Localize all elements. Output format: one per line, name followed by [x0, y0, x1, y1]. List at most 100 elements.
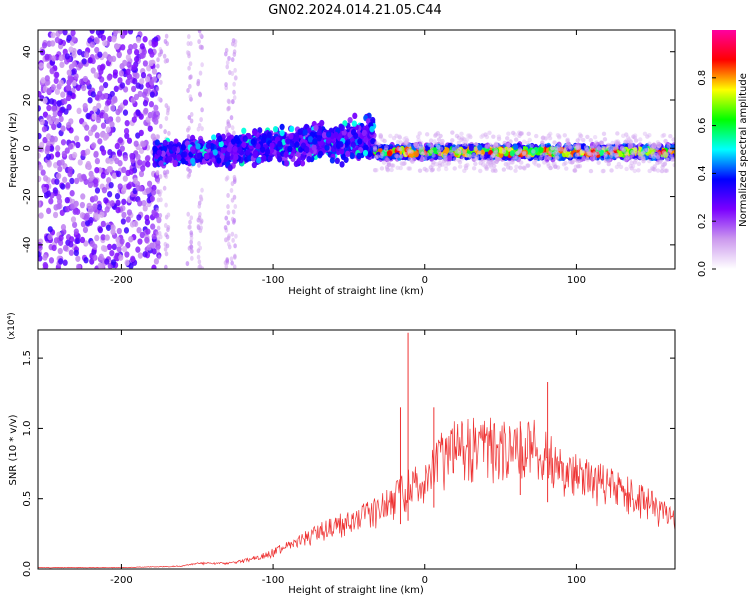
spectrogram-cell — [403, 135, 409, 141]
spectrogram-cell — [651, 154, 657, 159]
spectrogram-cell — [200, 126, 204, 132]
spectrogram-cell — [152, 145, 158, 153]
y-tick-label: 0 — [22, 145, 33, 151]
spectrogram-cell — [233, 75, 238, 81]
spectrogram-cell — [113, 30, 119, 36]
spectrogram-cell — [113, 85, 119, 93]
spectrogram-cell — [125, 242, 131, 249]
spectrogram-cell — [196, 152, 202, 160]
spectrogram-cell — [146, 65, 152, 72]
spectrogram-cell — [198, 32, 203, 38]
spectrogram-cell — [89, 41, 95, 48]
spectrogram-cell — [223, 51, 228, 57]
spectrogram-cell — [606, 142, 611, 148]
spectrogram-cell — [224, 215, 229, 221]
spectrogram-cell — [42, 97, 48, 104]
spectrogram-cell — [89, 174, 95, 181]
spectrogram-cell — [189, 41, 193, 47]
spectrogram-cell — [454, 149, 460, 154]
spectrogram-cell — [100, 122, 107, 129]
spectrogram-cell — [633, 157, 639, 163]
spectrogram-cell — [68, 46, 74, 53]
spectrogram-cell — [672, 162, 675, 168]
spectrogram-cell — [43, 192, 50, 199]
spectrogram-cell — [185, 50, 190, 56]
spectrogram-cell — [81, 84, 87, 92]
spectrogram-cell — [339, 148, 345, 155]
spectrogram-cell — [189, 118, 194, 124]
spectrogram-cell — [507, 146, 512, 151]
spectrogram-cell — [59, 209, 65, 216]
spectrogram-cell — [65, 84, 71, 91]
spectrogram-cell — [187, 125, 191, 131]
spectrogram-cell — [116, 227, 122, 235]
spectrogram-cell — [130, 255, 136, 263]
spectrogram-cell — [132, 78, 138, 85]
spectrogram-cell — [491, 134, 496, 139]
spectrogram-cell — [114, 142, 120, 150]
spectrogram-cell — [162, 139, 168, 147]
spectrogram-cell — [104, 258, 110, 265]
spectrogram-cell — [58, 54, 64, 62]
spectrogram-cell — [144, 76, 151, 83]
spectrogram-cell — [93, 37, 100, 44]
spectrogram-cell — [124, 251, 130, 258]
spectrogram-cell — [628, 156, 633, 161]
spectrogram-cell — [395, 139, 401, 145]
spectrogram-cell — [93, 178, 99, 185]
spectrogram-cell — [261, 154, 267, 162]
spectrogram-cell — [485, 161, 490, 167]
spectrogram-cell — [84, 124, 90, 131]
spectrogram-cell — [79, 236, 86, 244]
spectrogram-cell — [300, 142, 307, 149]
spectrogram-cell — [100, 172, 106, 179]
spectrogram-cell — [87, 57, 93, 64]
spectrogram-cell — [156, 57, 160, 63]
spectrogram-cell — [600, 168, 606, 174]
spectrogram-cell — [197, 215, 202, 221]
spectrogram-cell — [135, 109, 141, 117]
spectrogram-cell — [180, 144, 186, 151]
spectrogram-region — [38, 30, 162, 269]
spectrogram-cell — [187, 224, 191, 230]
spectrogram-cell — [373, 155, 379, 160]
spectrogram-cell — [199, 117, 203, 123]
spectrogram-cell — [374, 141, 379, 146]
spectrogram-cell — [226, 220, 231, 226]
spectrogram-cell — [224, 150, 230, 158]
spectrogram-cell — [38, 132, 42, 140]
spectrogram-cell — [66, 34, 72, 42]
spectrogram-cell — [436, 149, 442, 154]
spectrogram-cell — [195, 143, 201, 150]
spectrogram-cell — [189, 111, 194, 117]
spectrogram-cell — [397, 134, 402, 139]
spectrogram-cell — [477, 150, 482, 155]
spectrogram-cell — [137, 90, 143, 98]
spectrogram-cell — [38, 242, 43, 249]
spectrogram-cell — [321, 131, 327, 139]
spectrogram-cell — [444, 166, 449, 172]
spectrogram-cell — [94, 166, 100, 174]
spectrogram-cell — [436, 137, 442, 142]
spectrogram-cell — [381, 160, 387, 165]
spectrogram-cell — [112, 72, 118, 79]
spectrogram-cell — [72, 221, 78, 229]
spectrogram-cell — [75, 141, 81, 149]
spectrogram-cell — [229, 187, 234, 193]
spectrogram-cell — [489, 154, 495, 160]
spectrogram-cell — [205, 142, 211, 150]
spectrogram-cell — [57, 198, 63, 205]
spectrogram-cell — [83, 178, 89, 185]
spectrogram-cell — [164, 251, 169, 257]
spectrogram-cell — [468, 154, 473, 160]
spectrogram-cell — [627, 137, 632, 142]
spectrogram-cell — [142, 36, 148, 43]
spectrogram-cell — [533, 161, 538, 167]
spectrogram-cell — [316, 129, 322, 137]
spectrogram-cell — [190, 157, 196, 165]
spectrogram-cell — [56, 172, 62, 180]
spectrogram-cell — [105, 126, 111, 133]
spectrogram-cell — [136, 214, 142, 221]
spectrogram-cell — [167, 130, 171, 136]
spectrogram-cell — [99, 131, 105, 138]
